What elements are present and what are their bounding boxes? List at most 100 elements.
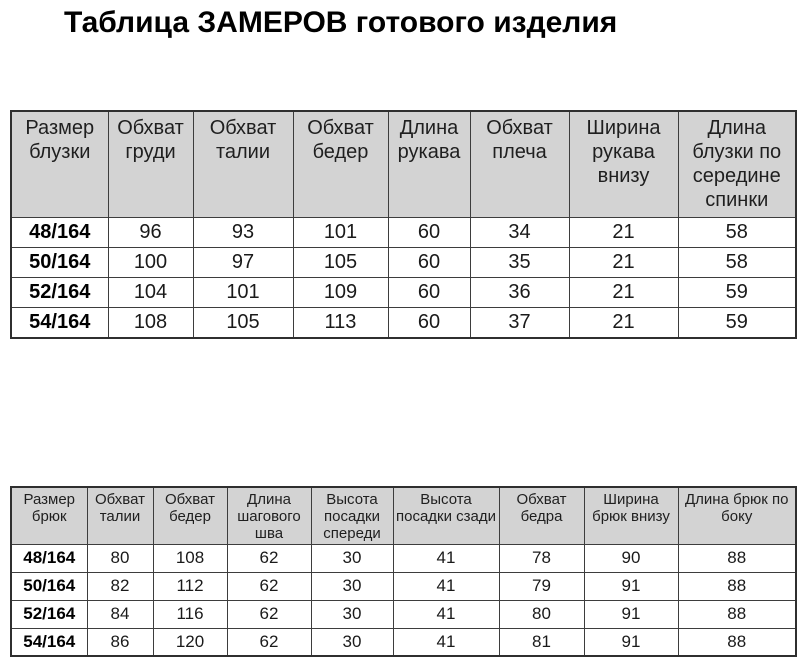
value-cell: 88 — [677, 571, 797, 601]
value-cell: 91 — [583, 571, 679, 601]
column-header: Ширина рукава внизу — [568, 110, 679, 218]
value-cell: 112 — [152, 571, 228, 601]
size-cell: 50/164 — [10, 247, 109, 278]
column-header: Длина шагового шва — [226, 486, 312, 545]
blouse-table-body: 48/164 96 93 101 60 34 21 58 50/164 100 97 105 60 35 2… — [10, 217, 797, 338]
value-cell: 91 — [583, 599, 679, 629]
value-cell: 84 — [86, 599, 154, 629]
value-cell: 21 — [568, 247, 679, 278]
value-cell: 21 — [568, 307, 679, 338]
value-cell: 109 — [292, 277, 389, 308]
header-row: Размер блузки Обхват груди Обхват талии Обх… — [10, 110, 797, 218]
value-cell: 30 — [310, 599, 394, 629]
column-header: Длина блузки по середине спинки — [677, 110, 797, 218]
value-cell: 30 — [310, 543, 394, 573]
value-cell: 21 — [568, 217, 679, 248]
value-cell: 100 — [107, 247, 194, 278]
value-cell: 101 — [192, 277, 294, 308]
table-row: 52/164 84 116 62 30 41 80 91 88 — [10, 599, 797, 629]
value-cell: 59 — [677, 277, 797, 308]
trousers-measurements-table: Размер брюк Обхват талии Обхват бедер Длина… — [10, 485, 797, 657]
value-cell: 82 — [86, 571, 154, 601]
value-cell: 60 — [387, 307, 471, 338]
value-cell: 62 — [226, 543, 312, 573]
value-cell: 96 — [107, 217, 194, 248]
value-cell: 91 — [583, 627, 679, 657]
value-cell: 88 — [677, 599, 797, 629]
table-row: 52/164 104 101 109 60 36 21 59 — [10, 277, 797, 308]
value-cell: 116 — [152, 599, 228, 629]
size-cell: 52/164 — [10, 277, 109, 308]
value-cell: 58 — [677, 247, 797, 278]
blouse-table-header: Размер блузки Обхват груди Обхват талии Обх… — [10, 110, 797, 218]
value-cell: 41 — [392, 571, 500, 601]
value-cell: 105 — [192, 307, 294, 338]
value-cell: 35 — [469, 247, 570, 278]
page-title: Таблица ЗАМЕРОВ готового изделия — [64, 6, 618, 39]
value-cell: 88 — [677, 627, 797, 657]
table-row: 48/164 80 108 62 30 41 78 90 88 — [10, 543, 797, 573]
column-header: Обхват бедер — [152, 486, 228, 545]
value-cell: 88 — [677, 543, 797, 573]
value-cell: 62 — [226, 599, 312, 629]
column-header: Обхват бедер — [292, 110, 389, 218]
column-header: Обхват талии — [86, 486, 154, 545]
value-cell: 34 — [469, 217, 570, 248]
value-cell: 101 — [292, 217, 389, 248]
value-cell: 79 — [498, 571, 585, 601]
value-cell: 93 — [192, 217, 294, 248]
column-header: Ширина брюк внизу — [583, 486, 679, 545]
value-cell: 60 — [387, 247, 471, 278]
value-cell: 41 — [392, 627, 500, 657]
value-cell: 120 — [152, 627, 228, 657]
column-header: Длина рукава — [387, 110, 471, 218]
value-cell: 105 — [292, 247, 389, 278]
value-cell: 59 — [677, 307, 797, 338]
size-cell: 52/164 — [10, 599, 88, 629]
value-cell: 80 — [498, 599, 585, 629]
column-header: Обхват бедра — [498, 486, 585, 545]
trousers-table-header: Размер брюк Обхват талии Обхват бедер Длина… — [10, 486, 797, 545]
value-cell: 81 — [498, 627, 585, 657]
value-cell: 36 — [469, 277, 570, 308]
column-header: Обхват плеча — [469, 110, 570, 218]
size-cell: 54/164 — [10, 627, 88, 657]
column-header: Длина брюк по боку — [677, 486, 797, 545]
table-row: 50/164 100 97 105 60 35 21 58 — [10, 247, 797, 278]
header-row: Размер брюк Обхват талии Обхват бедер Длина… — [10, 486, 797, 545]
size-cell: 50/164 — [10, 571, 88, 601]
size-cell: 54/164 — [10, 307, 109, 338]
column-header: Обхват талии — [192, 110, 294, 218]
size-cell: 48/164 — [10, 217, 109, 248]
blouse-measurements-table: Размер блузки Обхват груди Обхват талии Обх… — [10, 110, 797, 339]
value-cell: 90 — [583, 543, 679, 573]
column-header: Высота посадки спереди — [310, 486, 394, 545]
value-cell: 62 — [226, 571, 312, 601]
value-cell: 113 — [292, 307, 389, 338]
size-cell: 48/164 — [10, 543, 88, 573]
table-row: 48/164 96 93 101 60 34 21 58 — [10, 217, 797, 248]
value-cell: 108 — [152, 543, 228, 573]
table-row: 54/164 86 120 62 30 41 81 91 88 — [10, 627, 797, 657]
column-header: Высота посадки сзади — [392, 486, 500, 545]
value-cell: 58 — [677, 217, 797, 248]
value-cell: 62 — [226, 627, 312, 657]
column-header: Размер брюк — [10, 486, 88, 545]
value-cell: 21 — [568, 277, 679, 308]
column-header: Обхват груди — [107, 110, 194, 218]
value-cell: 30 — [310, 627, 394, 657]
value-cell: 60 — [387, 217, 471, 248]
table-row: 50/164 82 112 62 30 41 79 91 88 — [10, 571, 797, 601]
value-cell: 30 — [310, 571, 394, 601]
value-cell: 41 — [392, 543, 500, 573]
value-cell: 41 — [392, 599, 500, 629]
page: Таблица ЗАМЕРОВ готового изделия Размер … — [0, 4, 800, 657]
table-row: 54/164 108 105 113 60 37 21 59 — [10, 307, 797, 338]
value-cell: 86 — [86, 627, 154, 657]
value-cell: 108 — [107, 307, 194, 338]
column-header: Размер блузки — [10, 110, 109, 218]
trousers-table-body: 48/164 80 108 62 30 41 78 90 88 50/164 82 112 62 30 41… — [10, 543, 797, 657]
value-cell: 104 — [107, 277, 194, 308]
value-cell: 37 — [469, 307, 570, 338]
value-cell: 78 — [498, 543, 585, 573]
